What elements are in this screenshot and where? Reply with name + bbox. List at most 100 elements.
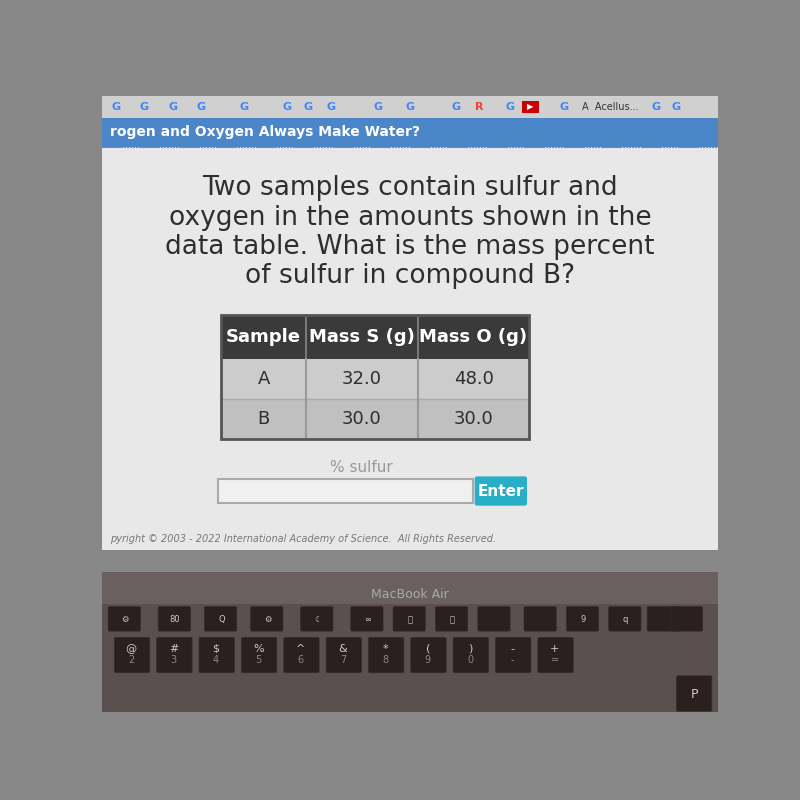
FancyBboxPatch shape [242,638,277,673]
Text: G: G [406,102,414,112]
FancyBboxPatch shape [453,638,489,673]
Bar [102,572,718,712]
Text: data table. What is the mass percent: data table. What is the mass percent [166,234,654,260]
Text: G: G [327,102,336,112]
Text: 9: 9 [581,615,586,624]
Text: 5: 5 [255,654,262,665]
Text: % sulfur: % sulfur [330,461,394,475]
Text: Mass O (g): Mass O (g) [419,328,527,346]
Text: (: ( [426,644,430,654]
Text: @: @ [126,644,137,654]
Text: 32.0: 32.0 [342,370,382,387]
Text: 0: 0 [467,654,473,665]
Text: G: G [111,102,121,112]
FancyBboxPatch shape [284,638,319,673]
Text: -: - [510,644,514,654]
Text: 4: 4 [213,654,219,665]
Text: ^: ^ [296,644,306,654]
Text: G: G [452,102,461,112]
Text: 30.0: 30.0 [454,410,494,428]
Bar [102,118,718,147]
Text: *: * [382,644,388,654]
FancyBboxPatch shape [474,476,527,506]
FancyBboxPatch shape [524,606,556,631]
Text: 2: 2 [128,654,134,665]
Text: pyright © 2003 - 2022 International Academy of Science.  All Rights Reserved.: pyright © 2003 - 2022 International Acad… [110,534,496,544]
Text: 6: 6 [298,654,304,665]
Text: 30.0: 30.0 [342,410,382,428]
Text: &: & [338,644,347,654]
FancyBboxPatch shape [301,606,333,631]
Text: ∞: ∞ [364,615,371,624]
Text: oxygen in the amounts shown in the: oxygen in the amounts shown in the [169,205,651,230]
Text: $: $ [213,644,219,654]
Text: G: G [197,102,206,112]
FancyBboxPatch shape [205,606,237,631]
Text: ⚙: ⚙ [264,615,271,624]
Text: ⏯: ⏯ [407,615,413,624]
FancyBboxPatch shape [199,638,234,673]
Bar [102,96,718,118]
Bar [102,604,718,712]
Text: R: R [475,102,483,112]
Text: Enter: Enter [478,483,524,498]
Text: P: P [691,688,698,701]
FancyBboxPatch shape [609,606,641,631]
FancyBboxPatch shape [647,606,679,631]
Bar [218,478,473,503]
Text: G: G [304,102,313,112]
Text: ⏭: ⏭ [450,615,455,624]
Text: ▶: ▶ [527,102,534,111]
FancyBboxPatch shape [108,606,141,631]
FancyBboxPatch shape [157,638,192,673]
FancyBboxPatch shape [350,606,383,631]
Text: G: G [282,102,291,112]
Bar [102,550,718,574]
Text: Sample: Sample [226,328,302,346]
Text: ☾: ☾ [314,615,322,624]
Text: Q: Q [218,615,225,624]
FancyBboxPatch shape [393,606,426,631]
FancyBboxPatch shape [478,606,510,631]
Text: 9: 9 [425,654,430,665]
Text: 7: 7 [340,654,346,665]
Bar [102,147,718,550]
FancyBboxPatch shape [369,638,404,673]
FancyBboxPatch shape [250,606,283,631]
Bar [222,398,530,438]
Text: G: G [506,102,514,112]
FancyBboxPatch shape [435,606,468,631]
Text: q: q [623,615,628,624]
Text: +: + [550,644,559,654]
Text: Mass S (g): Mass S (g) [309,328,415,346]
Bar [222,315,530,358]
FancyBboxPatch shape [677,676,712,711]
Text: A: A [258,370,270,387]
Text: =: = [550,654,559,665]
Text: G: G [240,102,249,112]
FancyBboxPatch shape [566,606,598,631]
Text: #: # [169,644,178,654]
Text: G: G [671,102,680,112]
FancyBboxPatch shape [114,638,150,673]
Text: rogen and Oxygen Always Make Water?: rogen and Oxygen Always Make Water? [110,125,420,139]
Text: 3: 3 [170,654,177,665]
Text: A  Acellus...: A Acellus... [582,102,638,112]
Text: ): ) [468,644,472,654]
Text: G: G [140,102,149,112]
Text: %: % [253,644,264,654]
Text: G: G [559,102,569,112]
Text: G: G [168,102,178,112]
FancyBboxPatch shape [495,638,531,673]
FancyBboxPatch shape [410,638,446,673]
Text: G: G [373,102,382,112]
Bar [222,315,530,438]
Text: Two samples contain sulfur and: Two samples contain sulfur and [202,175,618,202]
Text: 8: 8 [382,654,389,665]
Text: MacBook Air: MacBook Air [371,589,449,602]
Text: G: G [652,102,661,112]
FancyBboxPatch shape [326,638,362,673]
Text: of sulfur in compound B?: of sulfur in compound B? [245,263,575,289]
FancyBboxPatch shape [670,606,702,631]
Text: ⚙: ⚙ [122,615,129,624]
